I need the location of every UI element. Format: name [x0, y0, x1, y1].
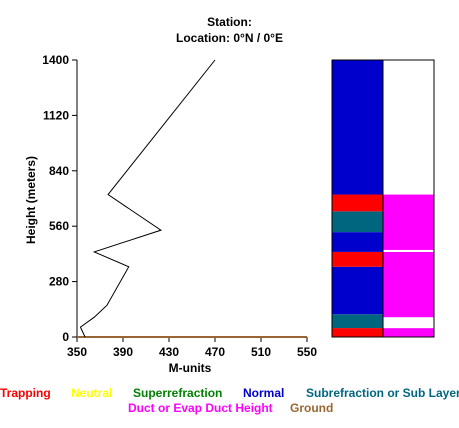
y-tick-label: 1120 — [43, 108, 69, 122]
legend-item: Duct or Evap Duct Height — [128, 401, 273, 415]
x-tick-label: 510 — [251, 345, 271, 359]
layer-segment — [332, 232, 383, 252]
layer-segment — [383, 317, 434, 329]
x-tick-label: 470 — [205, 345, 225, 359]
layer-segment — [332, 60, 383, 195]
layer-segment — [383, 249, 434, 252]
x-tick-label: 390 — [113, 345, 133, 359]
y-tick-label: 280 — [49, 275, 69, 289]
y-axis-label: Height (meters) — [24, 156, 38, 244]
x-tick-label: 550 — [297, 345, 317, 359]
station-title: Station: — [207, 15, 252, 29]
profile-line — [79, 59, 216, 338]
y-tick-label: 560 — [49, 219, 69, 233]
x-tick-label: 430 — [159, 345, 179, 359]
layer-segment — [332, 251, 383, 267]
legend-item: Neutral — [71, 386, 113, 400]
layer-segment — [383, 194, 434, 250]
legend-item: Normal — [243, 386, 285, 400]
m-unit-profile — [79, 59, 216, 338]
legend-item: Ground — [290, 401, 334, 415]
legend-item: Trapping — [0, 386, 51, 400]
layer-segment — [383, 60, 434, 195]
layer-segment — [332, 194, 383, 212]
x-axis-label: M-units — [169, 361, 212, 375]
layer-segment — [332, 314, 383, 329]
layer-bar-frame — [382, 59, 435, 338]
y-tick-label: 1400 — [42, 53, 69, 67]
layer-bars — [331, 59, 435, 338]
location-title: Location: 0°N / 0°E — [176, 31, 283, 45]
y-tick-label: 0 — [62, 330, 69, 344]
layer-segment — [383, 251, 434, 318]
y-tick-label: 840 — [49, 164, 69, 178]
layer-segment — [332, 266, 383, 315]
plot-axes: 0 280 560 840 1120 1400 350 390 430 470 510 550 — [42, 53, 317, 359]
layer-segment — [332, 328, 383, 337]
x-tick-label: 350 — [67, 345, 87, 359]
layer-segment — [332, 211, 383, 233]
legend-item: Subrefraction or Sub Layer — [306, 386, 459, 400]
layer-segment — [383, 328, 434, 337]
legend-item: Superrefraction — [133, 386, 223, 400]
